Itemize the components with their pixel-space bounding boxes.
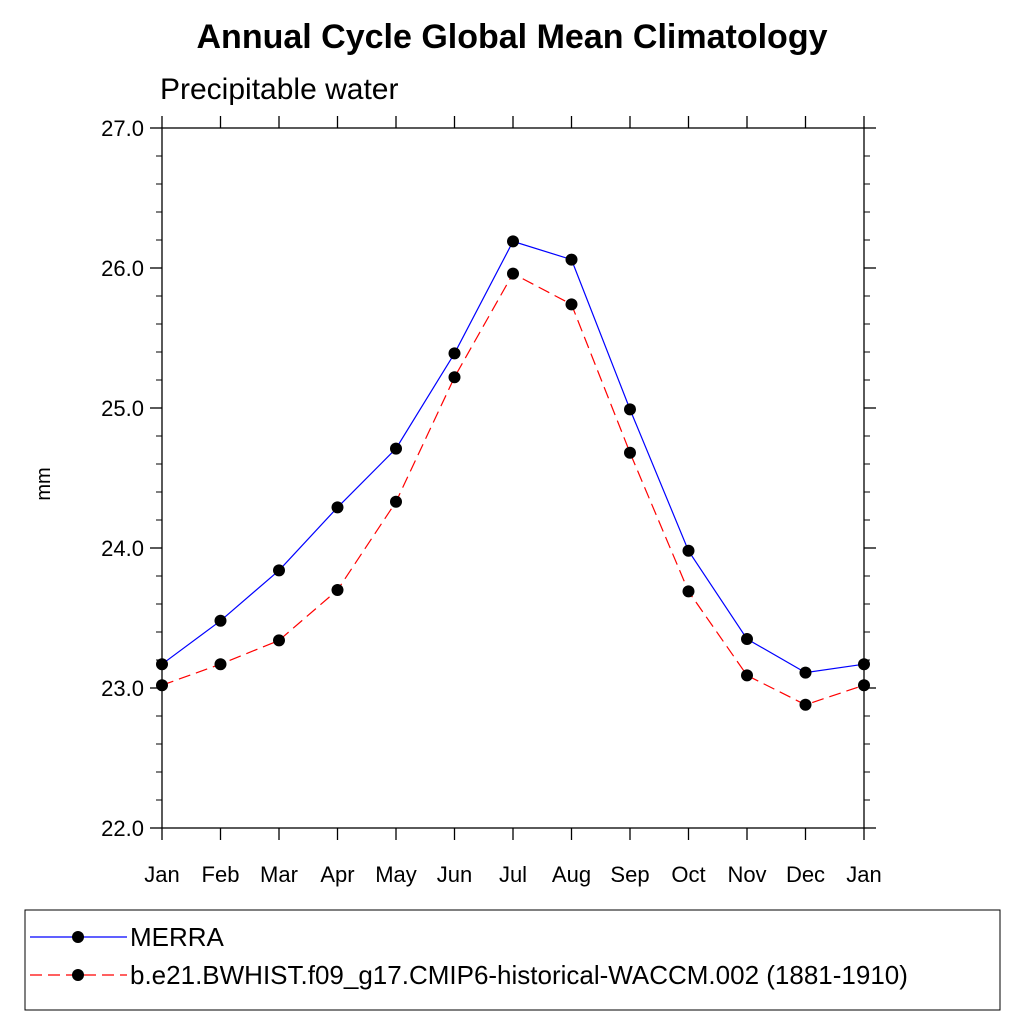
y-tick-label: 23.0 [101, 676, 144, 701]
series-1-point [507, 235, 519, 248]
series-1-point [273, 564, 285, 577]
series-2-point [799, 698, 812, 711]
series-2-point [331, 584, 344, 596]
series-1-point [624, 403, 636, 416]
series-line-1 [161, 240, 865, 674]
series-1-point [741, 633, 753, 645]
x-tick-label: Dec [786, 862, 825, 887]
y-tick-label: 22.0 [101, 816, 144, 841]
x-tick-label: Jun [437, 862, 472, 887]
series-2-point [214, 658, 227, 671]
series-1-point [156, 658, 168, 671]
x-tick-label: Jul [499, 862, 527, 887]
legend-box [24, 909, 1001, 1011]
series-1-point [214, 614, 227, 627]
series-2-point [624, 446, 636, 459]
series-1-point [448, 347, 461, 360]
y-tick-label: 25.0 [101, 396, 144, 421]
x-tick-label: Jan [846, 862, 881, 887]
series-2-point [565, 298, 578, 311]
x-tick-label: Nov [727, 862, 766, 887]
y-tick-label: 27.0 [101, 116, 144, 141]
chart-title: Annual Cycle Global Mean Climatology [197, 18, 828, 56]
y-tick-label: 26.0 [101, 256, 144, 281]
series-1-point [331, 501, 344, 514]
series-2-point [448, 371, 461, 384]
x-tick-label: Feb [202, 862, 240, 887]
chart-subtitle: Precipitable water [160, 73, 398, 106]
x-tick-label: Oct [671, 862, 705, 887]
series-2-point [507, 267, 519, 280]
series-2-point [273, 634, 285, 647]
x-tick-label: May [375, 862, 417, 887]
series-2-point [741, 669, 753, 682]
series-2-point [858, 679, 870, 692]
series-2-point [682, 585, 695, 598]
x-tick-label: Jan [144, 862, 179, 887]
series-2-point [156, 679, 168, 692]
series-layer [156, 235, 870, 711]
series-1-point [858, 658, 870, 671]
y-tick-label: 24.0 [101, 536, 144, 561]
series-2-point [390, 495, 402, 508]
legend-label-2: b.e21.BWHIST.f09_g17.CMIP6-historical-WA… [130, 960, 908, 990]
legend-marker-2 [72, 969, 84, 981]
plot-frame [161, 127, 865, 829]
axis-ticks: 22.0 23.0 24.0 25.0 26.0 27.0 Jan Feb Mar Apr May J… [101, 116, 882, 887]
x-tick-label: Mar [260, 862, 298, 887]
series-1-point [565, 253, 578, 266]
y-axis-label: mm [33, 467, 55, 500]
x-tick-label: Aug [552, 862, 591, 887]
legend: MERRA b.e21.BWHIST.f09_g17.CMIP6-historic… [30, 922, 908, 990]
series-line-2 [161, 272, 865, 706]
series-1-point [390, 442, 402, 455]
legend-marker-1 [72, 931, 84, 943]
series-1-point [682, 544, 695, 557]
x-tick-label: Sep [610, 862, 649, 887]
legend-label-1: MERRA [130, 922, 225, 952]
series-1-point [799, 666, 812, 679]
x-tick-label: Apr [320, 862, 354, 887]
